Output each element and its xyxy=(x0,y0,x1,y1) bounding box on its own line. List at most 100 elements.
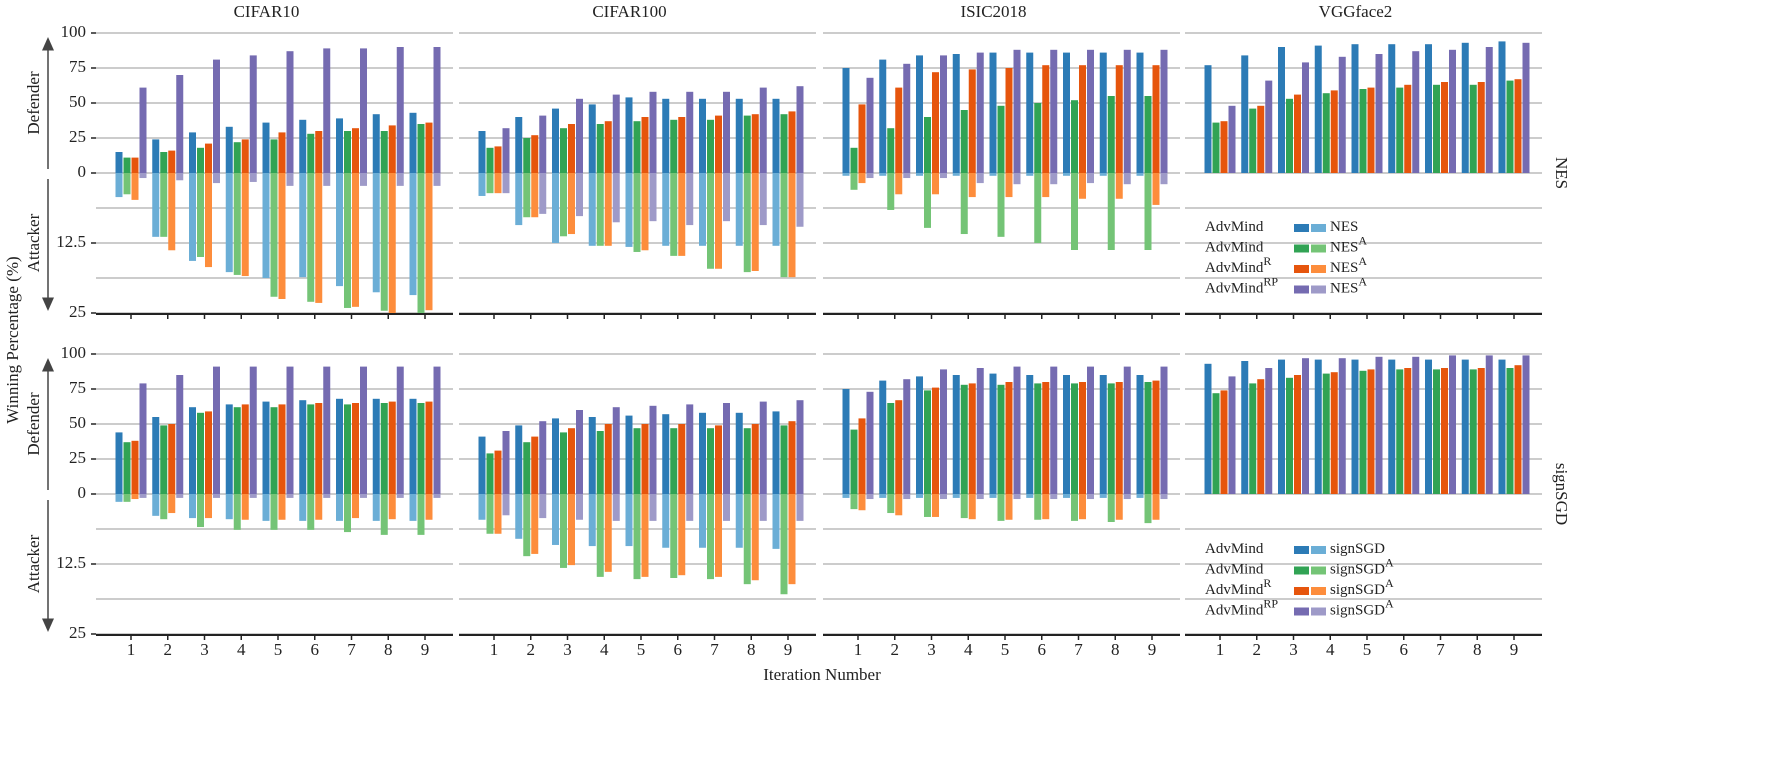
defender-bar xyxy=(1265,368,1273,494)
defender-bar xyxy=(707,119,714,173)
attacker-bar xyxy=(1013,494,1021,500)
attacker-bar xyxy=(866,173,874,179)
defender-bar xyxy=(1005,68,1013,173)
defender-bar xyxy=(604,121,612,173)
defender-bar xyxy=(352,128,359,173)
defender-bar xyxy=(1425,359,1432,494)
attacker-bar xyxy=(707,494,714,580)
attacker-bar xyxy=(205,173,212,268)
attacker-bar xyxy=(241,494,249,520)
attacker-bar xyxy=(1050,173,1058,185)
attacker-bar xyxy=(531,494,539,554)
defender-bar xyxy=(858,418,866,494)
attacker-bar xyxy=(588,494,596,547)
defender-bar xyxy=(225,126,233,173)
defender-bar xyxy=(270,139,278,173)
attacker-bar xyxy=(968,494,976,520)
defender-bar xyxy=(189,407,196,494)
attacker-bar xyxy=(842,494,850,498)
x-tick-label: 7 xyxy=(1074,640,1083,659)
row-label: signSGD xyxy=(1552,463,1571,525)
attacker-bar xyxy=(903,494,911,500)
defender-bar xyxy=(1050,366,1058,494)
defender-bar xyxy=(323,48,331,173)
attacker-bar xyxy=(678,173,686,256)
legend-attack: NESA xyxy=(1330,274,1367,297)
x-tick-label: 6 xyxy=(1038,640,1047,659)
defender-bar xyxy=(417,124,425,173)
defender-bar xyxy=(596,124,604,173)
defender-bar xyxy=(1322,93,1330,173)
attacker-bar xyxy=(197,173,204,257)
attacker-bar xyxy=(924,173,931,228)
legend-swatch xyxy=(1294,224,1309,232)
defender-bar xyxy=(662,414,670,494)
attacker-bar xyxy=(531,173,539,218)
attacker-bar xyxy=(515,494,523,539)
attacker-bar xyxy=(887,173,895,210)
attacker-bar xyxy=(699,173,706,246)
defender-bar xyxy=(1034,103,1042,173)
attacker-bar xyxy=(409,494,417,521)
defender-bar xyxy=(1396,87,1404,173)
attacker-bar xyxy=(315,173,323,303)
attacker-bar xyxy=(1063,173,1070,176)
attacker-bar xyxy=(486,494,494,534)
legend-attack-name: signSGD xyxy=(1330,603,1385,619)
defender-bar xyxy=(1005,382,1013,494)
attacker-bar xyxy=(932,494,939,517)
attacker-bar xyxy=(1026,173,1034,176)
x-tick-label: 9 xyxy=(421,640,430,659)
defender-bar xyxy=(1498,41,1506,174)
x-tick-label: 3 xyxy=(1289,640,1298,659)
defender-bar xyxy=(409,112,417,173)
defender-bar xyxy=(131,440,139,494)
defender-bar xyxy=(997,105,1005,173)
y-tick-label: 100 xyxy=(61,343,87,362)
defender-bar xyxy=(1396,369,1404,494)
x-tick-label: 3 xyxy=(563,640,572,659)
attacker-bar xyxy=(772,173,780,246)
legend-attack-name: signSGD xyxy=(1330,562,1385,578)
x-tick-label: 8 xyxy=(1473,640,1482,659)
attacker-bar xyxy=(433,494,441,498)
attacker-bar xyxy=(176,173,184,181)
defender-bar xyxy=(560,128,567,173)
x-tick-label: 1 xyxy=(854,640,863,659)
defender-bar xyxy=(433,47,441,173)
attacker-bar xyxy=(168,173,176,251)
defender-bar xyxy=(989,373,997,494)
defender-bar xyxy=(940,369,947,494)
defender-bar xyxy=(1322,373,1330,494)
defender-bar xyxy=(380,131,388,173)
defender-bar xyxy=(924,117,931,173)
defender-bar xyxy=(160,152,168,173)
attacker-bar xyxy=(539,173,547,214)
attacker-bar xyxy=(344,494,351,533)
defender-bar xyxy=(1099,375,1107,494)
legend-method: AdvMind xyxy=(1205,219,1264,235)
attacker-bar xyxy=(887,494,895,514)
attacker-bar xyxy=(1123,494,1131,500)
attacker-bar xyxy=(115,173,123,198)
attacker-bar xyxy=(286,494,294,498)
attacker-bar xyxy=(197,494,204,528)
defender-bar xyxy=(478,436,486,494)
defender-bar xyxy=(115,432,123,494)
attacker-bar xyxy=(1115,173,1123,199)
attacker-bar xyxy=(299,494,307,521)
defender-bar xyxy=(1441,368,1448,494)
defender-bar xyxy=(160,425,168,494)
attacker-bar xyxy=(502,494,510,516)
defender-bar xyxy=(1404,84,1412,173)
defender-bar xyxy=(168,150,176,173)
attacker-bar xyxy=(596,173,604,246)
defender-bar xyxy=(1294,94,1301,173)
defender-bar xyxy=(1338,56,1346,173)
defender-bar xyxy=(895,87,903,173)
attacker-bar xyxy=(323,173,331,186)
defender-bar xyxy=(478,131,486,173)
attacker-bar xyxy=(1152,494,1160,520)
defender-bar xyxy=(139,383,147,494)
attacker-bar xyxy=(759,173,767,226)
